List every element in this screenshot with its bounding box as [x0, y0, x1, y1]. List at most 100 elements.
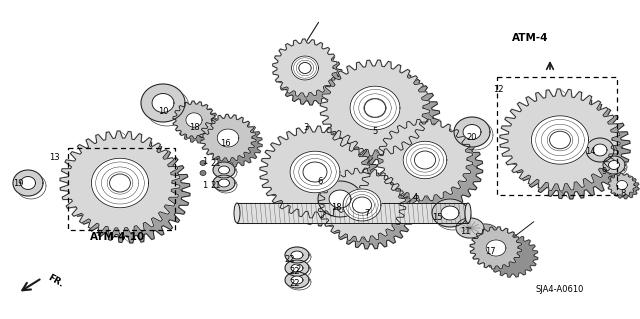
- Polygon shape: [285, 272, 309, 288]
- Polygon shape: [141, 84, 185, 122]
- Polygon shape: [218, 166, 230, 174]
- Polygon shape: [608, 173, 636, 197]
- Polygon shape: [285, 247, 309, 263]
- Polygon shape: [273, 39, 342, 105]
- Text: 4: 4: [412, 194, 418, 203]
- Polygon shape: [456, 218, 484, 238]
- Polygon shape: [291, 276, 303, 284]
- Polygon shape: [377, 119, 473, 201]
- Polygon shape: [260, 126, 370, 218]
- Polygon shape: [318, 181, 362, 217]
- Text: 19: 19: [13, 179, 23, 188]
- Polygon shape: [432, 199, 468, 227]
- Text: 12: 12: [493, 85, 503, 94]
- Text: 20: 20: [467, 133, 477, 143]
- Polygon shape: [186, 113, 202, 127]
- Ellipse shape: [299, 63, 311, 73]
- Text: FR.: FR.: [46, 273, 65, 289]
- Polygon shape: [92, 158, 148, 208]
- Polygon shape: [470, 227, 522, 269]
- Ellipse shape: [109, 174, 131, 192]
- Polygon shape: [217, 129, 239, 147]
- Polygon shape: [343, 189, 381, 221]
- Text: ATM-4: ATM-4: [512, 33, 548, 43]
- Text: 22: 22: [290, 279, 300, 288]
- Bar: [68, 148, 175, 230]
- Text: 3: 3: [303, 123, 308, 132]
- Polygon shape: [531, 116, 589, 164]
- Polygon shape: [486, 240, 506, 256]
- Polygon shape: [441, 206, 459, 220]
- Polygon shape: [291, 251, 303, 259]
- Polygon shape: [218, 179, 230, 187]
- Polygon shape: [318, 168, 414, 249]
- Polygon shape: [320, 60, 440, 166]
- Text: 10: 10: [157, 108, 168, 116]
- Text: 8: 8: [620, 189, 626, 197]
- Polygon shape: [200, 115, 262, 167]
- Polygon shape: [403, 141, 447, 179]
- Polygon shape: [377, 119, 483, 209]
- Polygon shape: [237, 203, 468, 223]
- Text: SJA4-A0610: SJA4-A0610: [536, 286, 584, 294]
- Polygon shape: [292, 56, 319, 80]
- Text: 9: 9: [602, 167, 607, 176]
- Polygon shape: [608, 173, 639, 199]
- Polygon shape: [616, 181, 627, 189]
- Text: 1: 1: [202, 181, 207, 189]
- Text: 22: 22: [290, 268, 300, 277]
- Polygon shape: [20, 176, 35, 189]
- Text: 13: 13: [49, 153, 60, 162]
- Polygon shape: [13, 170, 43, 196]
- Text: 17: 17: [484, 248, 495, 256]
- Polygon shape: [456, 218, 499, 244]
- Polygon shape: [285, 260, 309, 276]
- Ellipse shape: [364, 99, 385, 117]
- Text: 16: 16: [220, 138, 230, 147]
- Text: 18: 18: [331, 203, 341, 211]
- Polygon shape: [60, 131, 190, 243]
- Text: 1: 1: [202, 158, 207, 167]
- Polygon shape: [609, 160, 620, 169]
- Ellipse shape: [550, 131, 570, 149]
- Polygon shape: [200, 115, 256, 162]
- Text: ATM-4-10: ATM-4-10: [90, 232, 146, 242]
- Polygon shape: [454, 117, 490, 147]
- Text: 14: 14: [585, 147, 595, 157]
- Text: 5: 5: [372, 127, 378, 136]
- Text: 7: 7: [364, 210, 370, 219]
- Ellipse shape: [303, 162, 327, 182]
- Ellipse shape: [200, 170, 206, 175]
- Text: 18: 18: [189, 123, 199, 132]
- Polygon shape: [603, 156, 625, 174]
- Polygon shape: [291, 264, 303, 272]
- Polygon shape: [273, 39, 337, 97]
- Polygon shape: [290, 151, 340, 193]
- Polygon shape: [593, 144, 607, 156]
- Polygon shape: [500, 89, 630, 199]
- Polygon shape: [260, 126, 379, 226]
- Ellipse shape: [200, 160, 206, 166]
- Text: 21: 21: [211, 181, 221, 189]
- Ellipse shape: [465, 203, 471, 223]
- Polygon shape: [173, 101, 219, 143]
- Polygon shape: [173, 101, 215, 139]
- Ellipse shape: [353, 197, 371, 213]
- Polygon shape: [329, 190, 351, 208]
- Polygon shape: [60, 131, 180, 235]
- Polygon shape: [470, 227, 538, 277]
- Polygon shape: [500, 89, 620, 191]
- Text: 21: 21: [211, 159, 221, 167]
- Polygon shape: [586, 138, 614, 162]
- Polygon shape: [213, 175, 235, 191]
- Text: 22: 22: [285, 256, 295, 264]
- Polygon shape: [318, 168, 406, 242]
- Bar: [497, 77, 617, 195]
- Polygon shape: [320, 60, 430, 156]
- Text: 15: 15: [432, 212, 442, 221]
- Ellipse shape: [234, 203, 240, 223]
- Text: 2: 2: [296, 265, 301, 275]
- Text: 11: 11: [460, 227, 470, 236]
- Polygon shape: [350, 86, 400, 130]
- Text: 6: 6: [317, 176, 323, 186]
